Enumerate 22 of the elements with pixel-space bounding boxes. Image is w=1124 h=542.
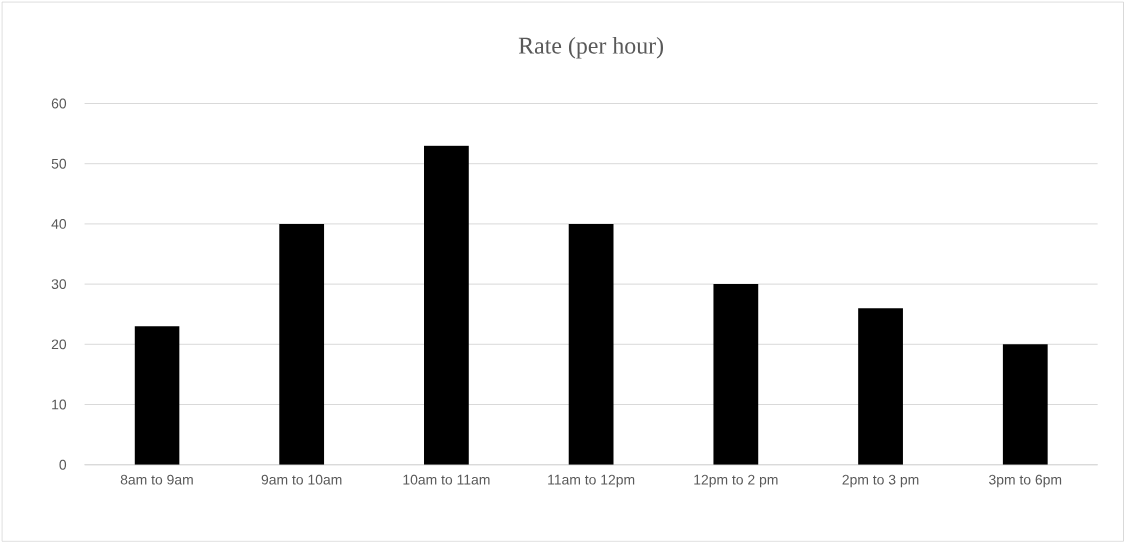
x-tick-label: 10am to 11am [403, 474, 490, 485]
chart-title: Rate (per hour) [518, 37, 664, 59]
bar [279, 223, 325, 465]
y-tick-label: 60 [51, 98, 67, 109]
x-tick-label: 11am to 12pm [548, 474, 635, 488]
y-tick-label: 50 [51, 158, 67, 169]
x-tick-label: 3pm to 6pm [989, 474, 1062, 488]
bar [1002, 344, 1048, 465]
y-tick-label: 30 [51, 279, 67, 290]
y-tick-label: 10 [52, 399, 67, 410]
y-tick-label: 0 [59, 459, 67, 470]
bar [134, 326, 180, 465]
x-tick-label: 12pm to 2 pm [694, 474, 778, 488]
bar [568, 223, 614, 465]
bar [424, 145, 469, 465]
x-tick-label: 2pm to 3 pm [842, 474, 919, 488]
y-tick-label: 20 [51, 339, 67, 350]
y-tick-label: 40 [51, 219, 67, 229]
bar [713, 284, 759, 465]
x-tick-label: 8am to 9am [120, 474, 193, 485]
bar [858, 308, 903, 465]
x-tick-label: 9am to 10am [261, 474, 342, 485]
